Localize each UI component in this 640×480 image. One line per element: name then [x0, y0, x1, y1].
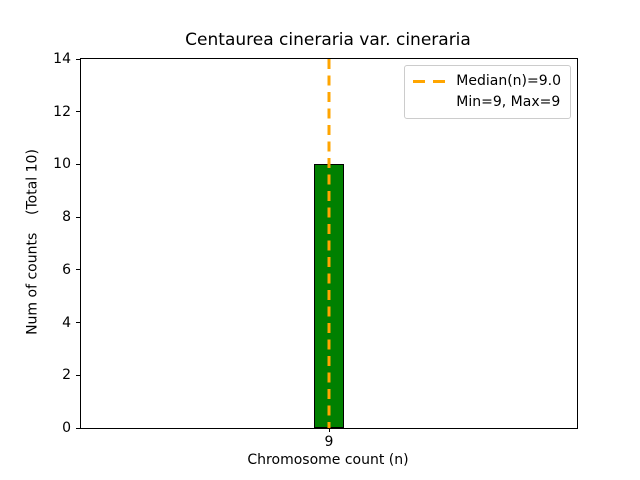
legend: Median(n)=9.0 Min=9, Max=9: [404, 65, 571, 119]
legend-empty-handle: [413, 101, 445, 104]
y-tick-label: 4: [62, 314, 71, 331]
y-tick-label: 0: [62, 420, 71, 436]
y-tick-label: 6: [62, 261, 71, 278]
y-tick-label: 8: [62, 209, 71, 226]
dashed-line-icon: [413, 80, 446, 83]
y-axis-label: Num of counts (Total 10): [24, 149, 41, 335]
y-tick-mark: [76, 269, 80, 271]
y-tick-label: 14: [53, 51, 71, 67]
x-tick-label: 9: [324, 434, 334, 450]
y-tick-mark: [76, 322, 80, 324]
y-tick-mark: [76, 374, 80, 376]
y-tick-mark: [76, 163, 80, 165]
y-tick-label: 10: [53, 156, 71, 173]
y-tick-mark: [76, 216, 80, 218]
chart-title: Centaurea cineraria var. cineraria: [185, 30, 471, 50]
legend-entry-median: Median(n)=9.0: [413, 71, 561, 92]
legend-label-median: Median(n)=9.0: [456, 73, 561, 89]
x-tick-mark: [329, 428, 330, 432]
legend-label-minmax: Min=9, Max=9: [456, 94, 561, 110]
legend-entry-minmax: Min=9, Max=9: [413, 92, 561, 113]
y-tick-mark: [76, 58, 80, 60]
y-tick-mark: [76, 427, 80, 429]
median-line: [327, 59, 331, 428]
x-axis-label: Chromosome count (n): [247, 452, 409, 468]
plot-area: 0 2 4 6 8 10 12 14 9 Median(n)=9.0 Min=9, Max=9: [53, 51, 578, 450]
y-tick-mark: [76, 111, 80, 113]
y-tick-label: 12: [53, 103, 71, 120]
y-tick-label: 2: [62, 367, 71, 384]
